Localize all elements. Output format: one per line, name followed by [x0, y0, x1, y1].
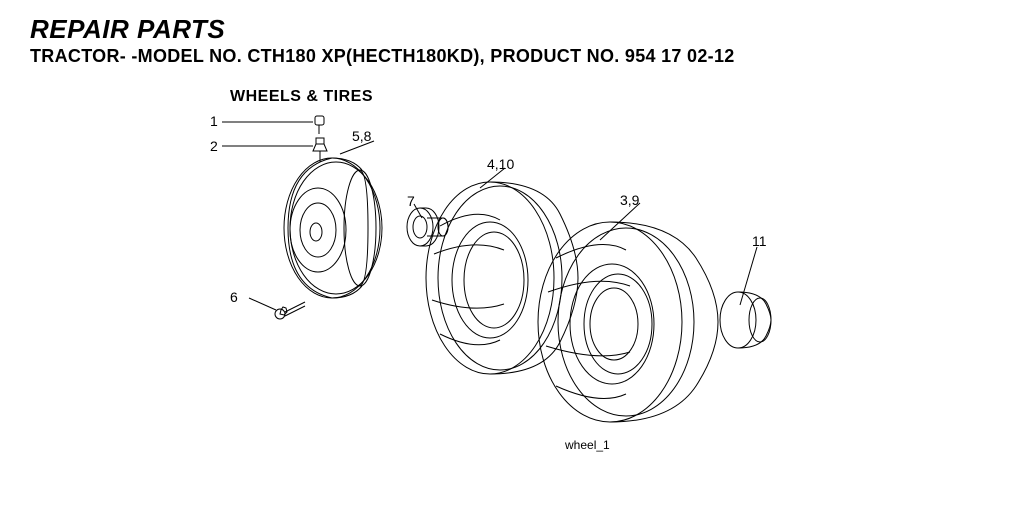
figure-label: wheel_1 — [565, 438, 610, 452]
part-cap — [315, 116, 324, 134]
callout-410: 4,10 — [487, 156, 514, 172]
part-tire-front — [426, 182, 578, 374]
callout-39: 3,9 — [620, 192, 639, 208]
callout-58: 5,8 — [352, 128, 371, 144]
part-bolt — [275, 302, 305, 319]
callout-6: 6 — [230, 289, 238, 305]
part-hubcap — [720, 292, 771, 348]
callout-7: 7 — [407, 193, 415, 209]
part-rim — [284, 158, 382, 298]
part-bushing — [407, 208, 448, 246]
callout-11: 11 — [752, 233, 767, 249]
page: REPAIR PARTS TRACTOR- -MODEL NO. CTH180 … — [0, 0, 1024, 510]
callout-2: 2 — [210, 138, 218, 154]
part-tire-rear — [538, 222, 718, 422]
callout-1: 1 — [210, 113, 218, 129]
exploded-diagram — [0, 0, 1024, 510]
